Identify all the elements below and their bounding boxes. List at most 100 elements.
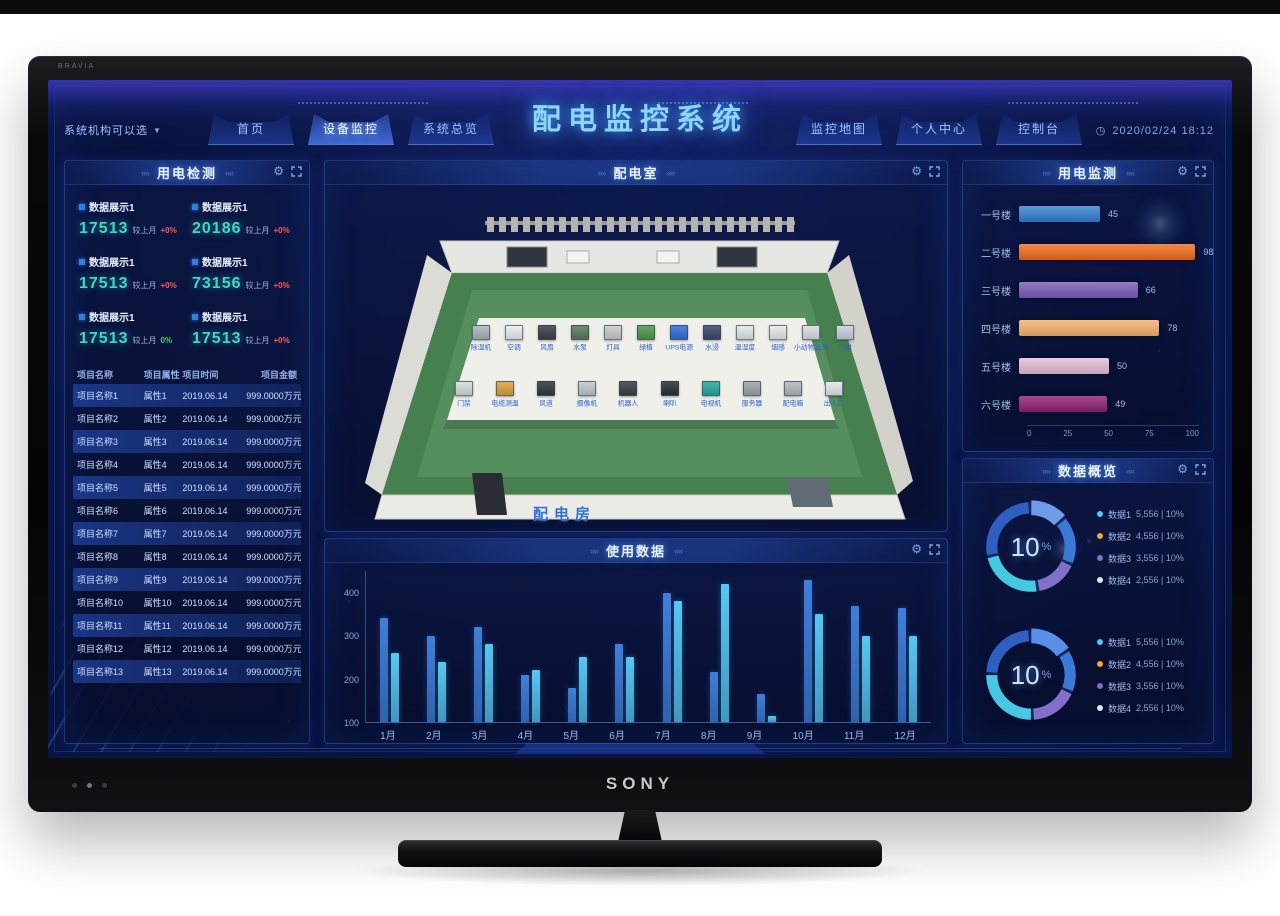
table-row[interactable]: 项目名称3 属性3 2019.06.14 999.0000万元: [73, 430, 301, 453]
chart-bar: [756, 693, 765, 722]
legend-value: 5,556 | 10%: [1136, 509, 1184, 519]
stat-icon: [79, 313, 85, 320]
stat-trend-label: 较上月: [132, 281, 157, 290]
table-row[interactable]: 项目名称11 属性11 2019.06.14 999.0000万元: [73, 614, 301, 637]
chart-bar: [427, 635, 436, 722]
equipment-item[interactable]: 配电箱: [776, 381, 810, 409]
table-row[interactable]: 项目名称5 属性5 2019.06.14 999.0000万元: [73, 476, 301, 499]
equipment-icon: [802, 325, 821, 340]
table-row[interactable]: 项目名称13 属性13 2019.06.14 999.0000万元: [73, 660, 301, 683]
equipment-item[interactable]: 空调: [498, 325, 531, 353]
power-stats-panel: »» 用电检测 «« ⚙ 数据展示1 17513 较上月 +0% 数据展示1 20186 较…: [64, 160, 310, 744]
chart-bar: [380, 618, 389, 722]
table-cell: 项目名称9: [77, 575, 119, 585]
equipment-item[interactable]: 电视机: [694, 381, 728, 409]
table-row[interactable]: 项目名称8 属性8 2019.06.14 999.0000万元: [73, 545, 301, 568]
equipment-item[interactable]: 风道: [529, 381, 563, 409]
gear-icon[interactable]: ⚙: [1177, 462, 1188, 476]
gear-icon[interactable]: ⚙: [1177, 164, 1188, 178]
equipment-icon: [604, 325, 623, 340]
table-row[interactable]: 项目名称2 属性2 2019.06.14 999.0000万元: [73, 407, 301, 430]
equipment-icon: [669, 325, 688, 340]
tab-device-monitor[interactable]: 设备监控: [308, 114, 394, 145]
equipment-item[interactable]: 门磁: [828, 325, 861, 353]
equipment-item[interactable]: 出入口: [817, 381, 851, 409]
table-cell: 项目名称12: [77, 644, 124, 654]
gear-icon[interactable]: ⚙: [911, 164, 922, 178]
table-row[interactable]: 项目名称4 属性4 2019.06.14 999.0000万元: [73, 453, 301, 476]
table-row[interactable]: 项目名称7 属性7 2019.06.14 999.0000万元: [73, 522, 301, 545]
tab-system-overview[interactable]: 系统总览: [408, 114, 494, 145]
chart-bar: [662, 592, 671, 722]
legend-dot: [1097, 683, 1103, 689]
tab-console[interactable]: 控制台: [996, 114, 1082, 145]
equipment-icon: [578, 381, 597, 396]
panel-title-bar: »» 配电室 «« ⚙: [325, 161, 947, 185]
equipment-item[interactable]: 温湿度: [728, 325, 761, 353]
table-row[interactable]: 项目名称12 属性12 2019.06.14 999.0000万元: [73, 637, 301, 660]
tab-monitor-map[interactable]: 监控地图: [796, 114, 882, 145]
equipment-item[interactable]: 喇叭: [653, 381, 687, 409]
gear-icon[interactable]: ⚙: [911, 542, 922, 556]
org-selector-dropdown[interactable]: 系统机构可以选 ▼: [64, 122, 162, 138]
bar-group: [380, 571, 400, 722]
equipment-item[interactable]: 水浸: [695, 325, 728, 353]
equipment-item[interactable]: 小动物监测: [794, 325, 828, 353]
equipment-item[interactable]: 门禁: [447, 381, 481, 409]
expand-icon[interactable]: [929, 165, 940, 177]
table-cell: 2019.06.14: [182, 551, 228, 562]
equipment-item[interactable]: 除湿机: [465, 325, 498, 353]
hbar-label: 二号楼: [981, 248, 1011, 260]
equipment-item[interactable]: UPS电源: [662, 325, 695, 353]
equipment-item[interactable]: 灯具: [597, 325, 630, 353]
org-selector-label: 系统机构可以选: [64, 125, 148, 137]
panel-title-bar: »» 使用数据 «« ⚙: [325, 539, 947, 563]
equipment-item[interactable]: 服务器: [735, 381, 769, 409]
table-cell: 2019.06.14: [182, 505, 228, 516]
table-row[interactable]: 项目名称6 属性6 2019.06.14 999.0000万元: [73, 499, 301, 522]
equipment-label: 小动物监测: [794, 343, 829, 352]
expand-icon[interactable]: [1195, 165, 1206, 177]
stat-icon: [192, 313, 198, 320]
title-decor: »»: [597, 167, 606, 178]
bar-group: [568, 571, 588, 722]
equipment-label: 门磁: [837, 343, 852, 352]
equipment-item[interactable]: 风扇: [531, 325, 564, 353]
equipment-item[interactable]: 绿植: [630, 325, 663, 353]
legend-item: 数据1 5,556 | 10%: [1097, 636, 1184, 649]
table-header-row: 项目名称 项目属性 项目时间 项目金额: [73, 364, 301, 384]
table-row[interactable]: 项目名称10 属性10 2019.06.14 999.0000万元: [73, 591, 301, 614]
expand-icon[interactable]: [929, 543, 940, 555]
tab-personal-center[interactable]: 个人中心: [896, 114, 982, 145]
equipment-item[interactable]: 机器人: [611, 381, 645, 409]
equipment-label: 机器人: [618, 399, 639, 408]
table-row[interactable]: 项目名称1 属性1 2019.06.14 999.0000万元: [73, 384, 301, 407]
chart-bar: [720, 583, 729, 722]
chart-bar: [626, 657, 635, 722]
table-cell: 属性12: [143, 644, 172, 654]
tab-home[interactable]: 首页: [208, 114, 294, 145]
stat-trend-label: 较上月: [245, 336, 270, 345]
hbar-fill: [1019, 396, 1108, 412]
equipment-item[interactable]: 摄像机: [570, 381, 604, 409]
equipment-icon: [505, 325, 524, 340]
expand-icon[interactable]: [291, 165, 302, 177]
expand-icon[interactable]: [1195, 463, 1206, 475]
panel-title: 使用数据: [605, 544, 666, 559]
legend-label: 数据4: [1108, 703, 1132, 714]
header: 配电监控系统 系统机构可以选 ▼ 首页 设备监控 系统总览 监控地图 个人中心 控制台 …: [48, 80, 1232, 152]
table-cell: 2019.06.14: [182, 459, 228, 470]
hbar-label: 三号楼: [981, 286, 1011, 298]
equipment-item[interactable]: 水泵: [564, 325, 597, 353]
table-row[interactable]: 项目名称9 属性9 2019.06.14 999.0000万元: [73, 568, 301, 591]
legend-value: 3,556 | 10%: [1136, 681, 1184, 691]
gear-icon[interactable]: ⚙: [273, 164, 284, 178]
stat-item: 数据展示1 20186 较上月 +0%: [192, 199, 295, 238]
stat-value: 17513: [192, 330, 242, 347]
equipment-item[interactable]: 电缆测温: [488, 381, 522, 409]
equipment-item[interactable]: 烟感: [761, 325, 794, 353]
title-decor: ««: [1126, 167, 1135, 178]
equipment-icon: [768, 325, 787, 340]
equipment-label: 出入口: [823, 399, 845, 408]
legend-item: 数据2 4,556 | 10%: [1097, 658, 1184, 671]
